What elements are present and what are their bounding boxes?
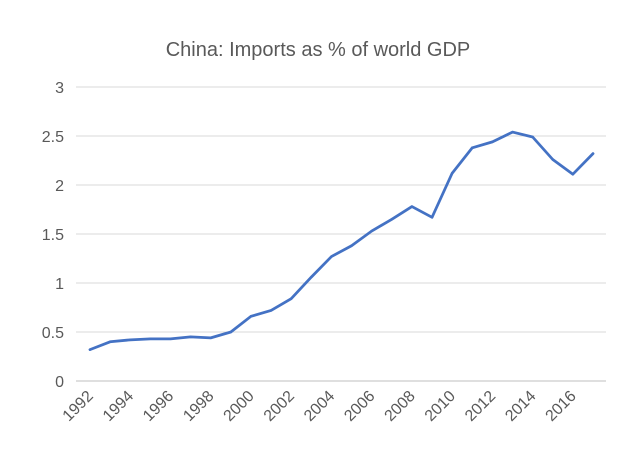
x-tick-label: 2008 (382, 388, 419, 425)
y-tick-label: 1 (55, 276, 64, 293)
x-tick-label: 1992 (60, 388, 97, 425)
data-point (511, 130, 514, 134)
x-tick-label: 1994 (100, 388, 137, 425)
data-point (471, 146, 474, 149)
data-point (430, 216, 434, 219)
data-point (531, 135, 534, 139)
data-point (108, 340, 112, 343)
data-point (350, 244, 353, 247)
data-point (269, 309, 273, 312)
x-tick-label: 1996 (140, 388, 177, 425)
chart-title: China: Imports as % of world GDP (166, 39, 471, 61)
y-axis-ticks: 0 0.5 1 1.5 2 2.5 3 (42, 80, 64, 391)
data-point (330, 255, 333, 258)
x-tick-label: 2016 (543, 388, 580, 425)
data-point (310, 275, 313, 279)
y-tick-label: 1.5 (42, 227, 64, 244)
series-layer (88, 130, 595, 352)
y-tick-label: 3 (55, 80, 64, 97)
data-point (591, 152, 595, 155)
x-tick-label: 2002 (261, 388, 298, 425)
data-point (571, 173, 575, 176)
y-tick-label: 0 (55, 374, 64, 391)
data-point (249, 315, 253, 318)
data-point (450, 172, 454, 175)
data-point (169, 337, 172, 341)
data-point (410, 205, 414, 208)
data-point (129, 338, 132, 342)
y-tick-label: 2.5 (42, 129, 64, 146)
data-point (390, 218, 393, 221)
x-tick-label: 2014 (502, 388, 539, 425)
data-point (370, 229, 373, 233)
data-point (290, 297, 293, 300)
y-tick-label: 0.5 (42, 325, 64, 342)
x-tick-label: 1998 (180, 388, 217, 425)
x-tick-label: 2004 (301, 388, 338, 425)
data-point (551, 158, 554, 161)
data-point (189, 335, 192, 339)
series-line (88, 130, 595, 352)
data-point (491, 140, 494, 144)
data-point (149, 337, 152, 341)
gridlines (76, 86, 606, 382)
x-tick-label: 2006 (341, 388, 378, 425)
x-tick-label: 2010 (422, 388, 459, 425)
x-tick-label: 2012 (462, 388, 499, 425)
y-tick-label: 2 (55, 178, 64, 195)
data-point (88, 348, 92, 351)
data-point (209, 336, 212, 340)
x-tick-label: 2000 (221, 388, 258, 425)
x-axis-ticks: 1992 1994 1996 1998 2000 2002 2004 2006 2008 2010… (60, 388, 580, 425)
data-point (229, 330, 233, 334)
